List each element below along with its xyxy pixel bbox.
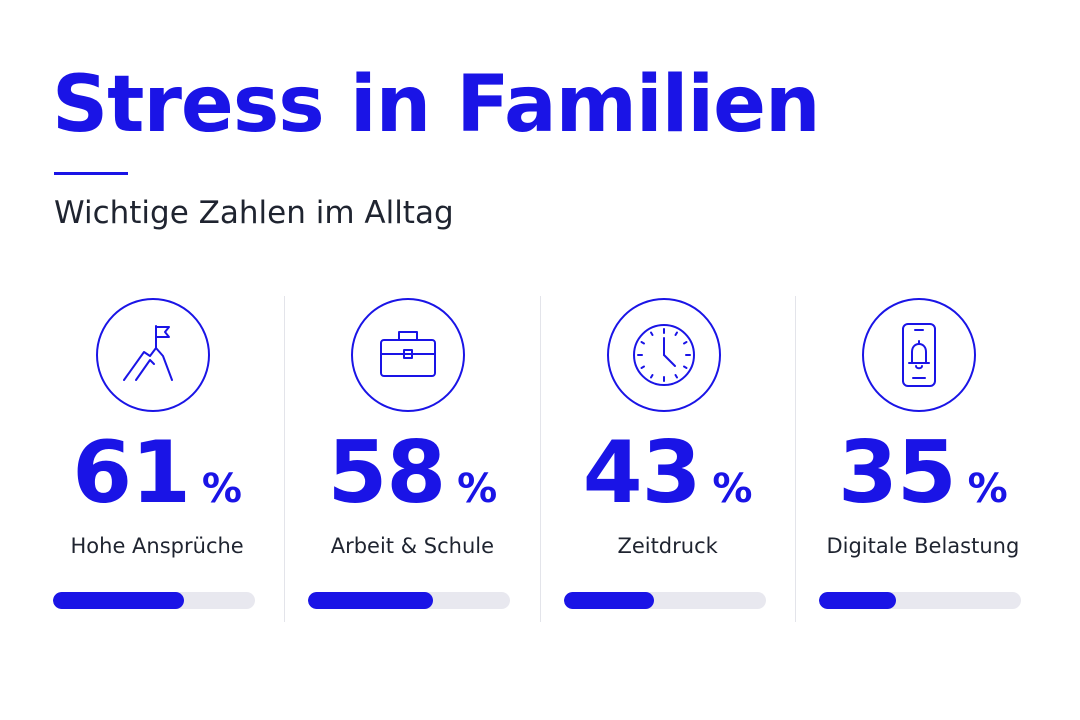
stat-card-zeitdruck: 43 % Zeitdruck	[539, 296, 795, 622]
progress-bar	[563, 592, 766, 609]
stats-row: 61 % Hohe Ansprüche 58 % Arbeit & Schule	[30, 296, 1050, 622]
stat-label: Digitale Belastung	[826, 534, 1020, 558]
stat-value-row: 35 %	[796, 430, 1050, 530]
briefcase-icon	[351, 298, 466, 412]
page-subtitle: Wichtige Zahlen im Alltag	[54, 195, 454, 231]
stat-card-arbeit-schule: 58 % Arbeit & Schule	[284, 296, 539, 622]
stat-label: Arbeit & Schule	[330, 534, 495, 558]
progress-bar	[53, 592, 255, 609]
stat-value: 35	[837, 423, 957, 523]
title-divider	[54, 172, 128, 175]
page-title: Stress in Familien	[52, 60, 821, 150]
stat-label: Hohe Ansprüche	[70, 534, 244, 558]
progress-bar-fill	[563, 592, 655, 609]
stat-label: Zeitdruck	[617, 534, 718, 558]
stat-value-row: 58 %	[285, 430, 539, 530]
stat-value-row: 61 %	[30, 430, 284, 530]
stat-card-digitale-belastung: 35 % Digitale Belastung	[794, 296, 1050, 622]
mountain-flag-icon	[96, 298, 210, 412]
stat-unit: %	[712, 466, 753, 512]
progress-bar-fill	[53, 592, 185, 609]
progress-bar	[818, 592, 1021, 609]
clock-icon	[606, 298, 721, 412]
progress-bar	[308, 592, 511, 609]
phone-bell-icon	[861, 298, 976, 412]
progress-bar-fill	[818, 592, 896, 609]
stat-value: 43	[582, 423, 702, 523]
stat-unit: %	[967, 466, 1008, 512]
stat-unit: %	[457, 466, 498, 512]
stat-unit: %	[201, 466, 242, 512]
progress-bar-fill	[308, 592, 434, 609]
stat-value: 58	[327, 423, 446, 523]
stat-value-row: 43 %	[541, 430, 795, 530]
stat-value: 61	[72, 423, 191, 523]
stat-card-hohe-ansprueche: 61 % Hohe Ansprüche	[30, 296, 284, 622]
